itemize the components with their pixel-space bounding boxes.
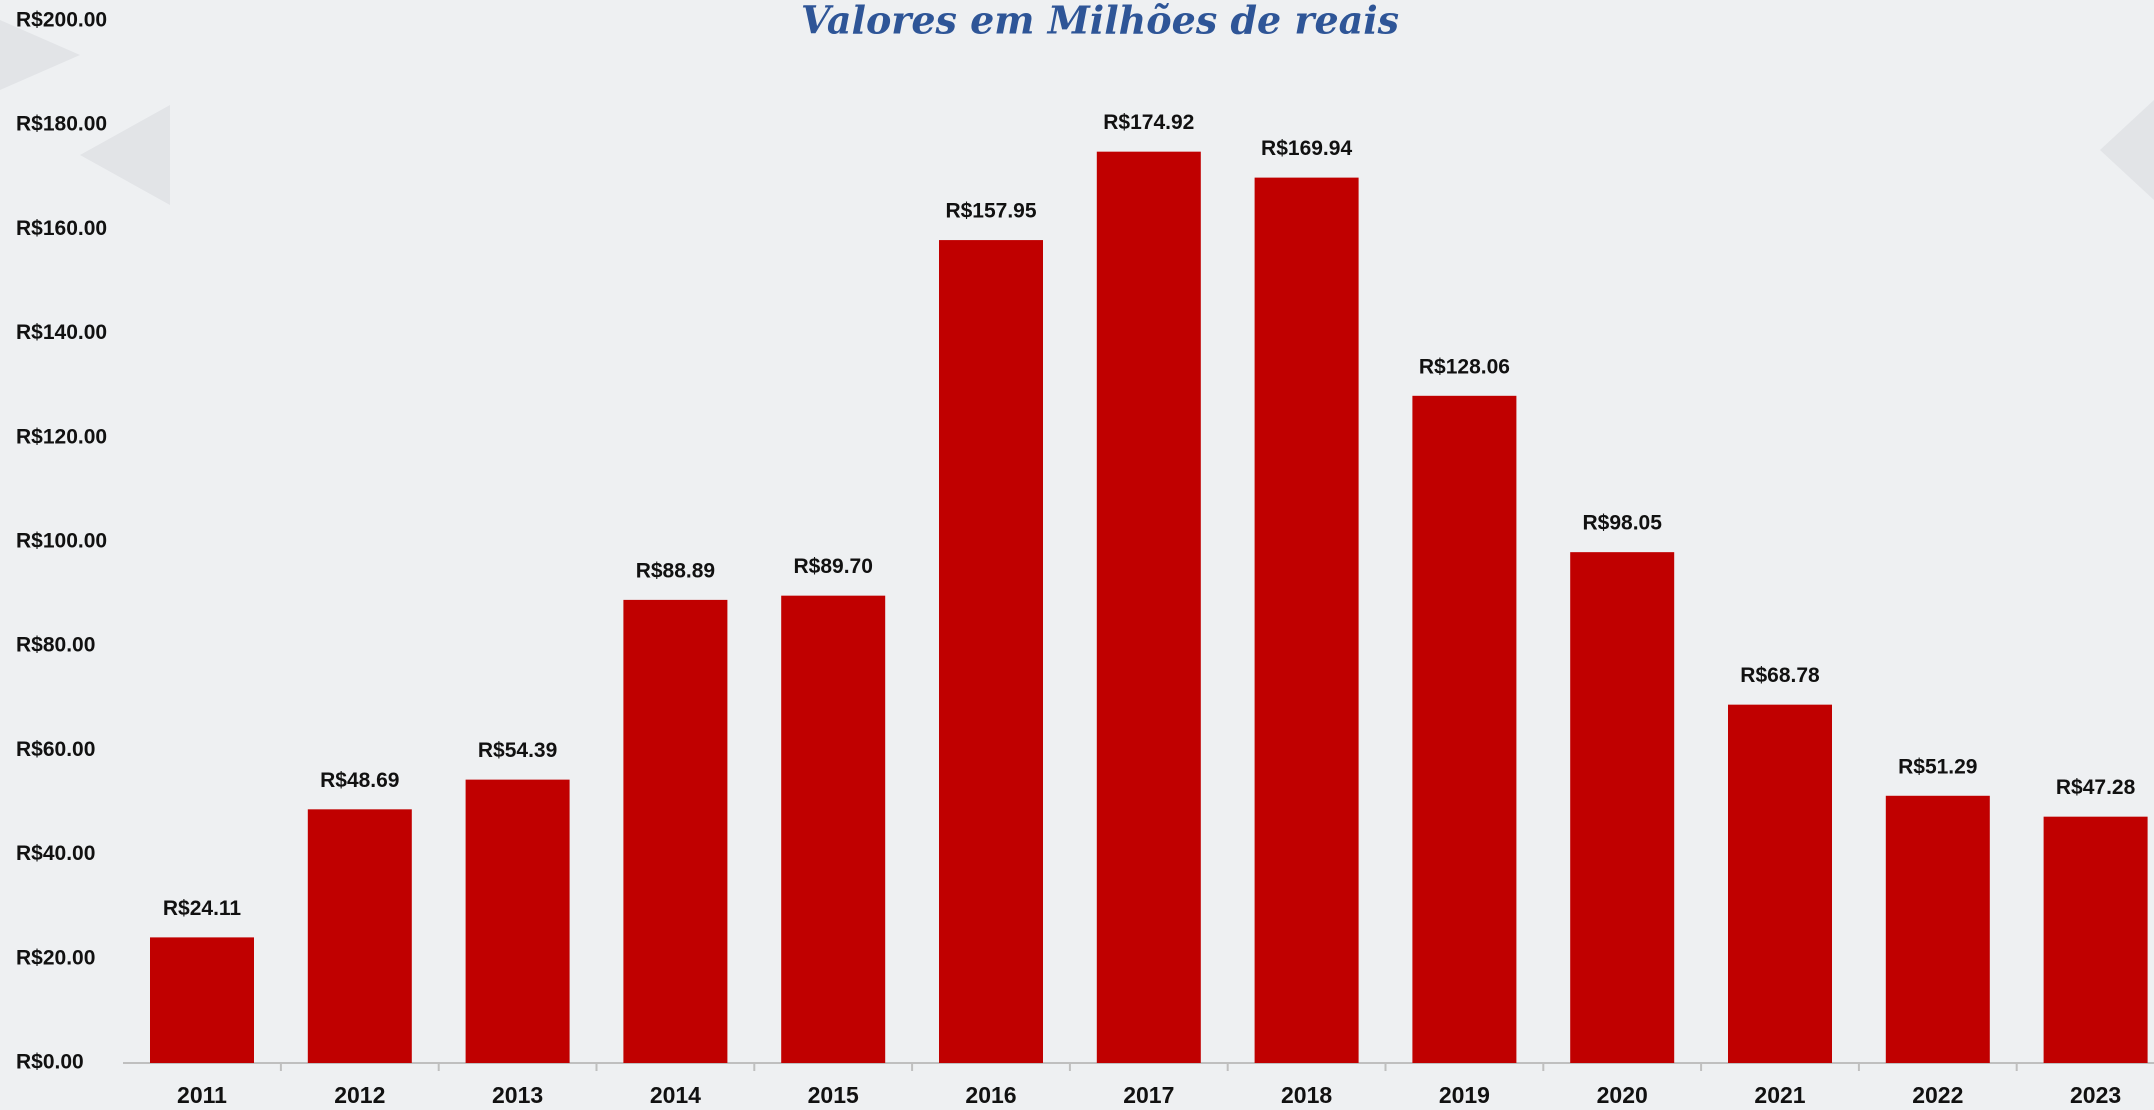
bar [307,809,412,1063]
x-tick-label: 2018 [1281,1082,1332,1108]
x-tick-label: 2013 [492,1082,543,1108]
x-tick-label: 2022 [1912,1082,1963,1108]
x-tick-label: 2011 [177,1082,227,1108]
bar [1254,177,1359,1063]
y-tick-label: R$40.00 [16,842,95,865]
data-label: R$47.28 [2056,776,2136,799]
data-label: R$169.94 [1261,137,1352,160]
x-tick-label: 2019 [1439,1082,1490,1108]
data-label: R$51.29 [1898,755,1977,778]
y-tick-label: R$80.00 [16,634,95,657]
data-label: R$24.11 [163,897,242,920]
bar [939,240,1043,1063]
x-tick-label: 2021 [1754,1082,1805,1108]
x-tick-label: 2016 [965,1082,1016,1108]
decoration [80,105,170,205]
data-label: R$89.70 [793,555,872,578]
x-tick-label: 2020 [1597,1082,1648,1108]
y-tick-label: R$160.00 [16,217,107,240]
bar [1412,395,1517,1064]
chart-title: Valores em Milhões de reais [801,0,1399,43]
bar [1570,552,1675,1063]
x-tick-label: 2014 [650,1082,701,1108]
data-label: R$98.05 [1582,512,1662,535]
y-tick-label: R$200.00 [16,9,107,32]
y-tick-label: R$60.00 [16,738,95,761]
y-tick-label: R$20.00 [16,946,95,969]
x-tick-label: 2015 [808,1082,859,1108]
data-label: R$157.95 [945,200,1036,223]
bar [2043,816,2148,1063]
y-tick-label: R$100.00 [16,530,107,553]
bar [1885,795,1990,1063]
y-tick-label: R$180.00 [16,113,107,136]
x-tick-label: 2023 [2070,1082,2121,1108]
x-tick-label: 2017 [1123,1082,1174,1108]
data-label: R$48.69 [320,769,399,792]
data-label: R$88.89 [636,559,715,582]
bar [1728,704,1832,1063]
y-tick-label: R$140.00 [16,321,107,344]
data-label: R$54.39 [478,739,557,762]
bar [623,599,728,1063]
x-tick-label: 2012 [334,1082,385,1108]
decoration [0,20,80,90]
data-label: R$174.92 [1103,111,1194,134]
bar [781,595,886,1063]
decoration [2100,100,2154,200]
data-label: R$68.78 [1740,664,1820,687]
data-label: R$128.06 [1419,355,1510,378]
bar [1096,151,1201,1063]
y-tick-label: R$120.00 [16,425,107,448]
bar [150,937,254,1063]
bar [465,779,570,1063]
y-tick-label: R$0.00 [16,1051,84,1074]
